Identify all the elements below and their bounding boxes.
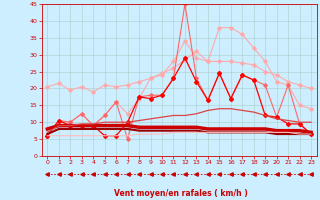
Text: Vent moyen/en rafales ( km/h ): Vent moyen/en rafales ( km/h )	[114, 189, 248, 198]
